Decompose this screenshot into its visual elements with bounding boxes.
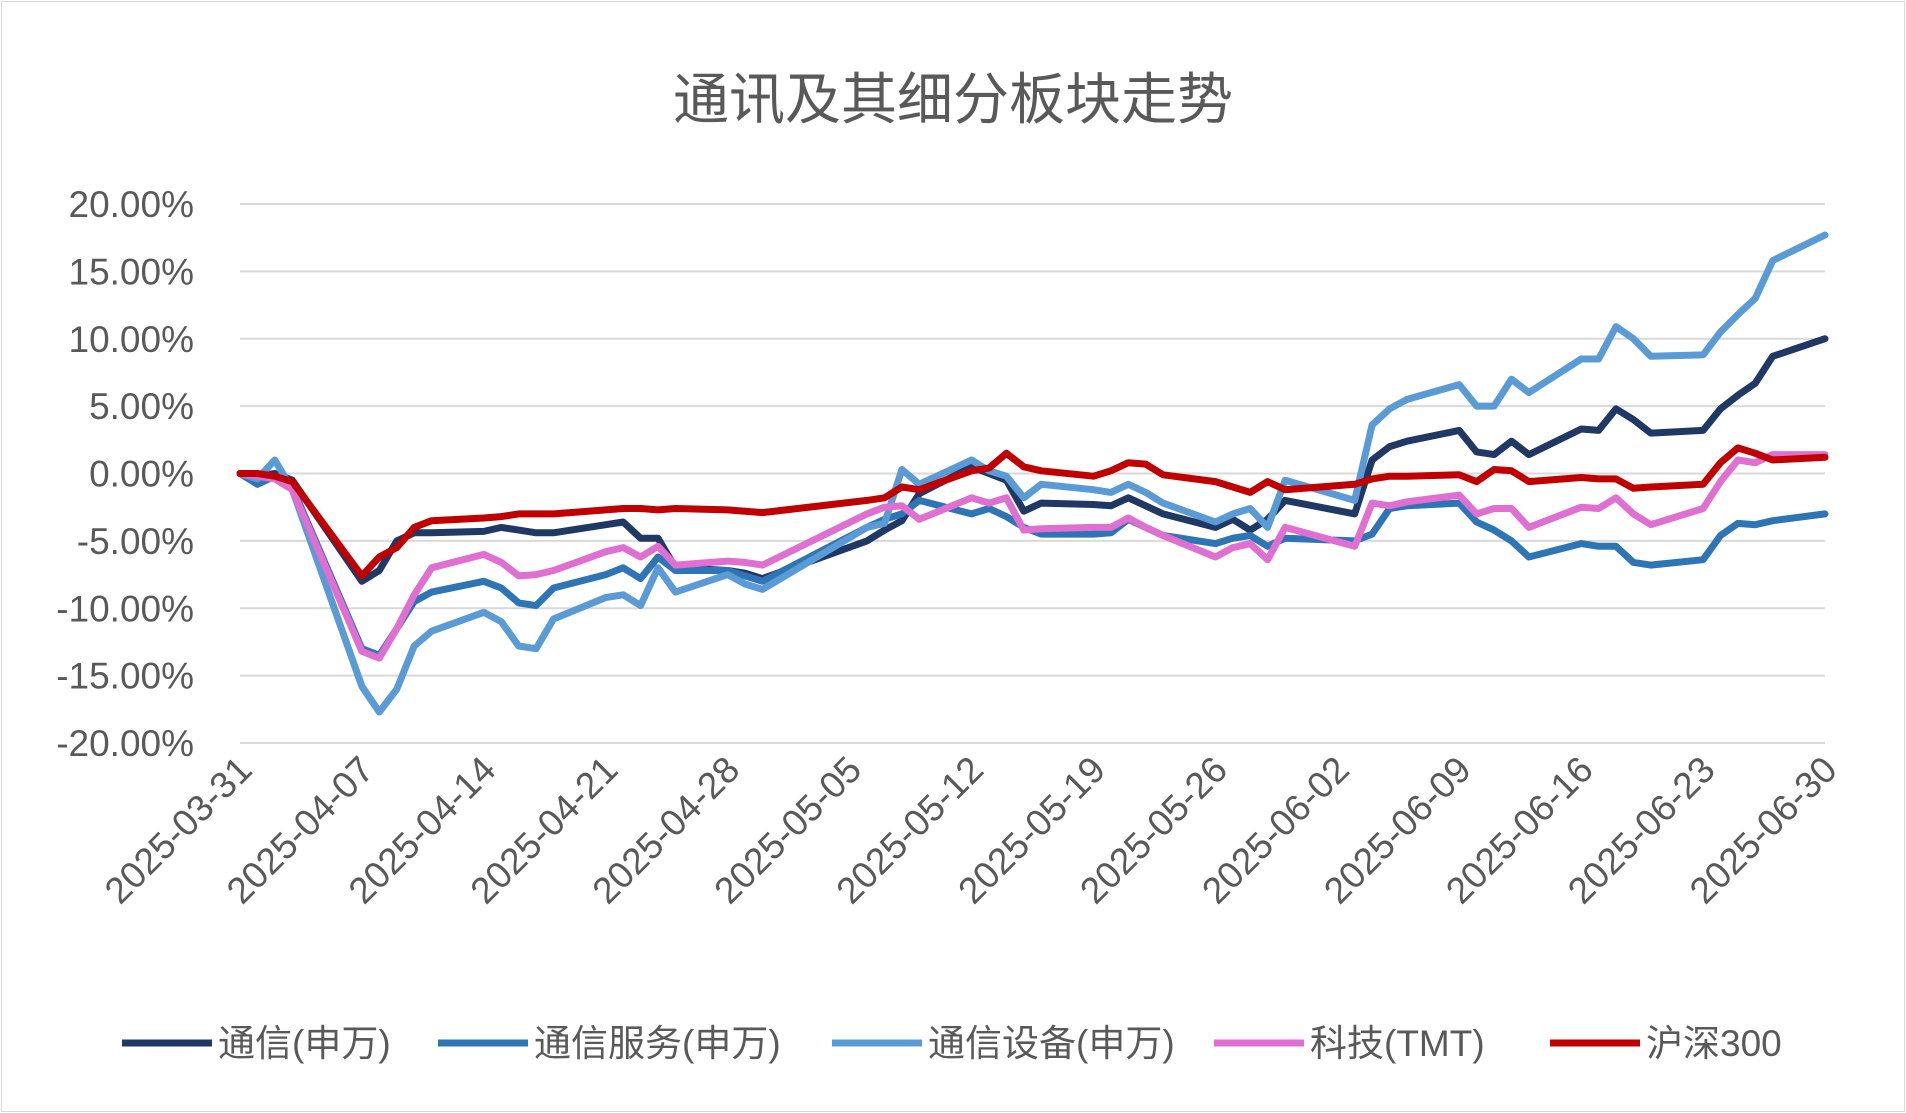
series-lines [236, 231, 1829, 716]
y-tick-label: -10.00% [56, 588, 194, 629]
series-line-0 [236, 335, 1829, 585]
y-axis-tick-labels: 20.00% 15.00% 10.00% 5.00% 0.00% -5.00% -10.00… [56, 184, 194, 764]
series-line-1 [236, 470, 1829, 659]
y-tick-label: 15.00% [69, 251, 195, 292]
y-tick-label: 5.00% [89, 386, 194, 427]
legend-label: 通信(申万) [218, 1023, 391, 1064]
legend-label: 科技(TMT) [1310, 1023, 1485, 1064]
x-axis-tick-labels: 2025-03-312025-04-072025-04-142025-04-21… [97, 749, 1845, 912]
series-line-2 [236, 231, 1829, 716]
series-line-3 [236, 451, 1829, 662]
legend-label: 通信设备(申万) [928, 1023, 1175, 1064]
legend-label: 沪深300 [1646, 1023, 1782, 1064]
legend-label: 通信服务(申万) [534, 1023, 781, 1064]
chart-title: 通讯及其细分板块走势 [673, 68, 1233, 131]
y-tick-label: 20.00% [69, 184, 195, 225]
series-line-4 [236, 444, 1829, 580]
y-tick-label: -20.00% [56, 723, 194, 764]
legend: 通信(申万) 通信服务(申万) 通信设备(申万) 科技(TMT) 沪深300 [122, 1023, 1782, 1064]
y-tick-label: 0.00% [89, 454, 194, 495]
gridlines [240, 203, 1825, 744]
y-tick-label: -5.00% [77, 521, 194, 562]
y-tick-label: -15.00% [56, 656, 194, 697]
y-tick-label: 10.00% [69, 319, 195, 360]
